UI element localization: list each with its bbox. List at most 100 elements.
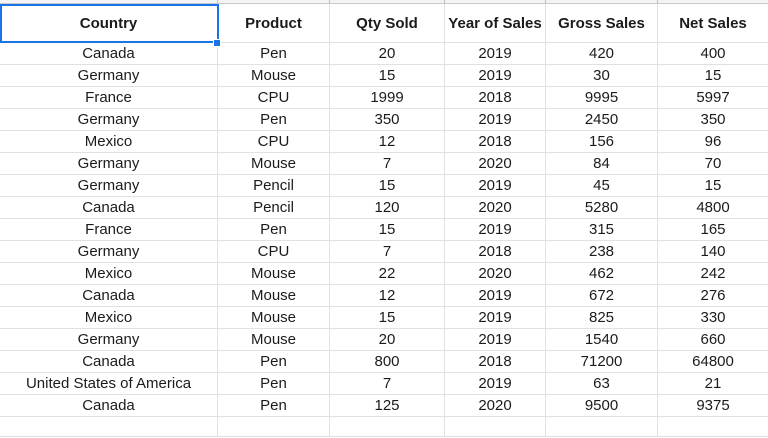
header-cell-gross-sales[interactable]: Gross Sales <box>546 4 658 43</box>
empty-cell[interactable] <box>658 417 768 437</box>
cell-r12c1[interactable]: Canada <box>0 285 218 307</box>
cell-r16c2[interactable]: Pen <box>218 373 330 395</box>
cell-r12c3[interactable]: 12 <box>330 285 445 307</box>
empty-cell[interactable] <box>546 417 658 437</box>
cell-r9c4[interactable]: 2019 <box>445 219 546 241</box>
cell-r11c3[interactable]: 22 <box>330 263 445 285</box>
cell-r15c6[interactable]: 64800 <box>658 351 768 373</box>
cell-r10c3[interactable]: 7 <box>330 241 445 263</box>
cell-r12c6[interactable]: 276 <box>658 285 768 307</box>
cell-r17c6[interactable]: 9375 <box>658 395 768 417</box>
cell-r11c1[interactable]: Mexico <box>0 263 218 285</box>
cell-r4c3[interactable]: 350 <box>330 109 445 131</box>
cell-r6c2[interactable]: Mouse <box>218 153 330 175</box>
header-cell-product[interactable]: Product <box>218 4 330 43</box>
cell-r11c5[interactable]: 462 <box>546 263 658 285</box>
cell-r4c4[interactable]: 2019 <box>445 109 546 131</box>
cell-r12c2[interactable]: Mouse <box>218 285 330 307</box>
header-cell-country[interactable]: Country <box>0 4 218 43</box>
cell-r14c1[interactable]: Germany <box>0 329 218 351</box>
cell-r7c3[interactable]: 15 <box>330 175 445 197</box>
cell-r2c2[interactable]: Mouse <box>218 65 330 87</box>
cell-r5c5[interactable]: 156 <box>546 131 658 153</box>
cell-r6c3[interactable]: 7 <box>330 153 445 175</box>
cell-r1c6[interactable]: 400 <box>658 43 768 65</box>
cell-r2c6[interactable]: 15 <box>658 65 768 87</box>
cell-r6c5[interactable]: 84 <box>546 153 658 175</box>
header-cell-net-sales[interactable]: Net Sales <box>658 4 768 43</box>
cell-r9c6[interactable]: 165 <box>658 219 768 241</box>
cell-r8c6[interactable]: 4800 <box>658 197 768 219</box>
cell-r9c2[interactable]: Pen <box>218 219 330 241</box>
cell-r13c5[interactable]: 825 <box>546 307 658 329</box>
cell-r12c5[interactable]: 672 <box>546 285 658 307</box>
cell-r14c6[interactable]: 660 <box>658 329 768 351</box>
cell-r1c1[interactable]: Canada <box>0 43 218 65</box>
cell-r1c5[interactable]: 420 <box>546 43 658 65</box>
cell-r3c1[interactable]: France <box>0 87 218 109</box>
cell-r2c5[interactable]: 30 <box>546 65 658 87</box>
cell-r15c4[interactable]: 2018 <box>445 351 546 373</box>
cell-r8c2[interactable]: Pencil <box>218 197 330 219</box>
cell-r15c2[interactable]: Pen <box>218 351 330 373</box>
cell-r16c4[interactable]: 2019 <box>445 373 546 395</box>
cell-r14c4[interactable]: 2019 <box>445 329 546 351</box>
cell-r3c3[interactable]: 1999 <box>330 87 445 109</box>
cell-r10c5[interactable]: 238 <box>546 241 658 263</box>
cell-r7c5[interactable]: 45 <box>546 175 658 197</box>
cell-r5c4[interactable]: 2018 <box>445 131 546 153</box>
header-cell-qty-sold[interactable]: Qty Sold <box>330 4 445 43</box>
cell-r2c4[interactable]: 2019 <box>445 65 546 87</box>
cell-r5c3[interactable]: 12 <box>330 131 445 153</box>
cell-r14c5[interactable]: 1540 <box>546 329 658 351</box>
cell-r11c4[interactable]: 2020 <box>445 263 546 285</box>
cell-r14c2[interactable]: Mouse <box>218 329 330 351</box>
cell-r7c2[interactable]: Pencil <box>218 175 330 197</box>
cell-r14c3[interactable]: 20 <box>330 329 445 351</box>
cell-r3c6[interactable]: 5997 <box>658 87 768 109</box>
cell-r8c5[interactable]: 5280 <box>546 197 658 219</box>
cell-r11c2[interactable]: Mouse <box>218 263 330 285</box>
cell-r4c2[interactable]: Pen <box>218 109 330 131</box>
cell-r3c2[interactable]: CPU <box>218 87 330 109</box>
cell-r3c4[interactable]: 2018 <box>445 87 546 109</box>
cell-r3c5[interactable]: 9995 <box>546 87 658 109</box>
cell-r7c6[interactable]: 15 <box>658 175 768 197</box>
empty-cell[interactable] <box>330 417 445 437</box>
cell-r13c6[interactable]: 330 <box>658 307 768 329</box>
cell-r17c1[interactable]: Canada <box>0 395 218 417</box>
cell-r17c2[interactable]: Pen <box>218 395 330 417</box>
cell-r13c1[interactable]: Mexico <box>0 307 218 329</box>
cell-r6c1[interactable]: Germany <box>0 153 218 175</box>
cell-r13c3[interactable]: 15 <box>330 307 445 329</box>
cell-r4c5[interactable]: 2450 <box>546 109 658 131</box>
cell-r13c4[interactable]: 2019 <box>445 307 546 329</box>
cell-r9c5[interactable]: 315 <box>546 219 658 241</box>
cell-r16c5[interactable]: 63 <box>546 373 658 395</box>
cell-r15c3[interactable]: 800 <box>330 351 445 373</box>
cell-r1c3[interactable]: 20 <box>330 43 445 65</box>
cell-r8c4[interactable]: 2020 <box>445 197 546 219</box>
cell-r16c1[interactable]: United States of America <box>0 373 218 395</box>
cell-r5c6[interactable]: 96 <box>658 131 768 153</box>
cell-r17c5[interactable]: 9500 <box>546 395 658 417</box>
cell-r10c4[interactable]: 2018 <box>445 241 546 263</box>
cell-r2c1[interactable]: Germany <box>0 65 218 87</box>
cell-r5c1[interactable]: Mexico <box>0 131 218 153</box>
cell-r11c6[interactable]: 242 <box>658 263 768 285</box>
empty-cell[interactable] <box>218 417 330 437</box>
cell-r15c5[interactable]: 71200 <box>546 351 658 373</box>
cell-r1c4[interactable]: 2019 <box>445 43 546 65</box>
cell-r9c3[interactable]: 15 <box>330 219 445 241</box>
cell-r17c3[interactable]: 125 <box>330 395 445 417</box>
cell-r13c2[interactable]: Mouse <box>218 307 330 329</box>
cell-r10c6[interactable]: 140 <box>658 241 768 263</box>
cell-r9c1[interactable]: France <box>0 219 218 241</box>
cell-r2c3[interactable]: 15 <box>330 65 445 87</box>
cell-r7c4[interactable]: 2019 <box>445 175 546 197</box>
cell-r6c4[interactable]: 2020 <box>445 153 546 175</box>
cell-r1c2[interactable]: Pen <box>218 43 330 65</box>
empty-cell[interactable] <box>445 417 546 437</box>
cell-r16c6[interactable]: 21 <box>658 373 768 395</box>
fill-handle[interactable] <box>213 39 221 47</box>
